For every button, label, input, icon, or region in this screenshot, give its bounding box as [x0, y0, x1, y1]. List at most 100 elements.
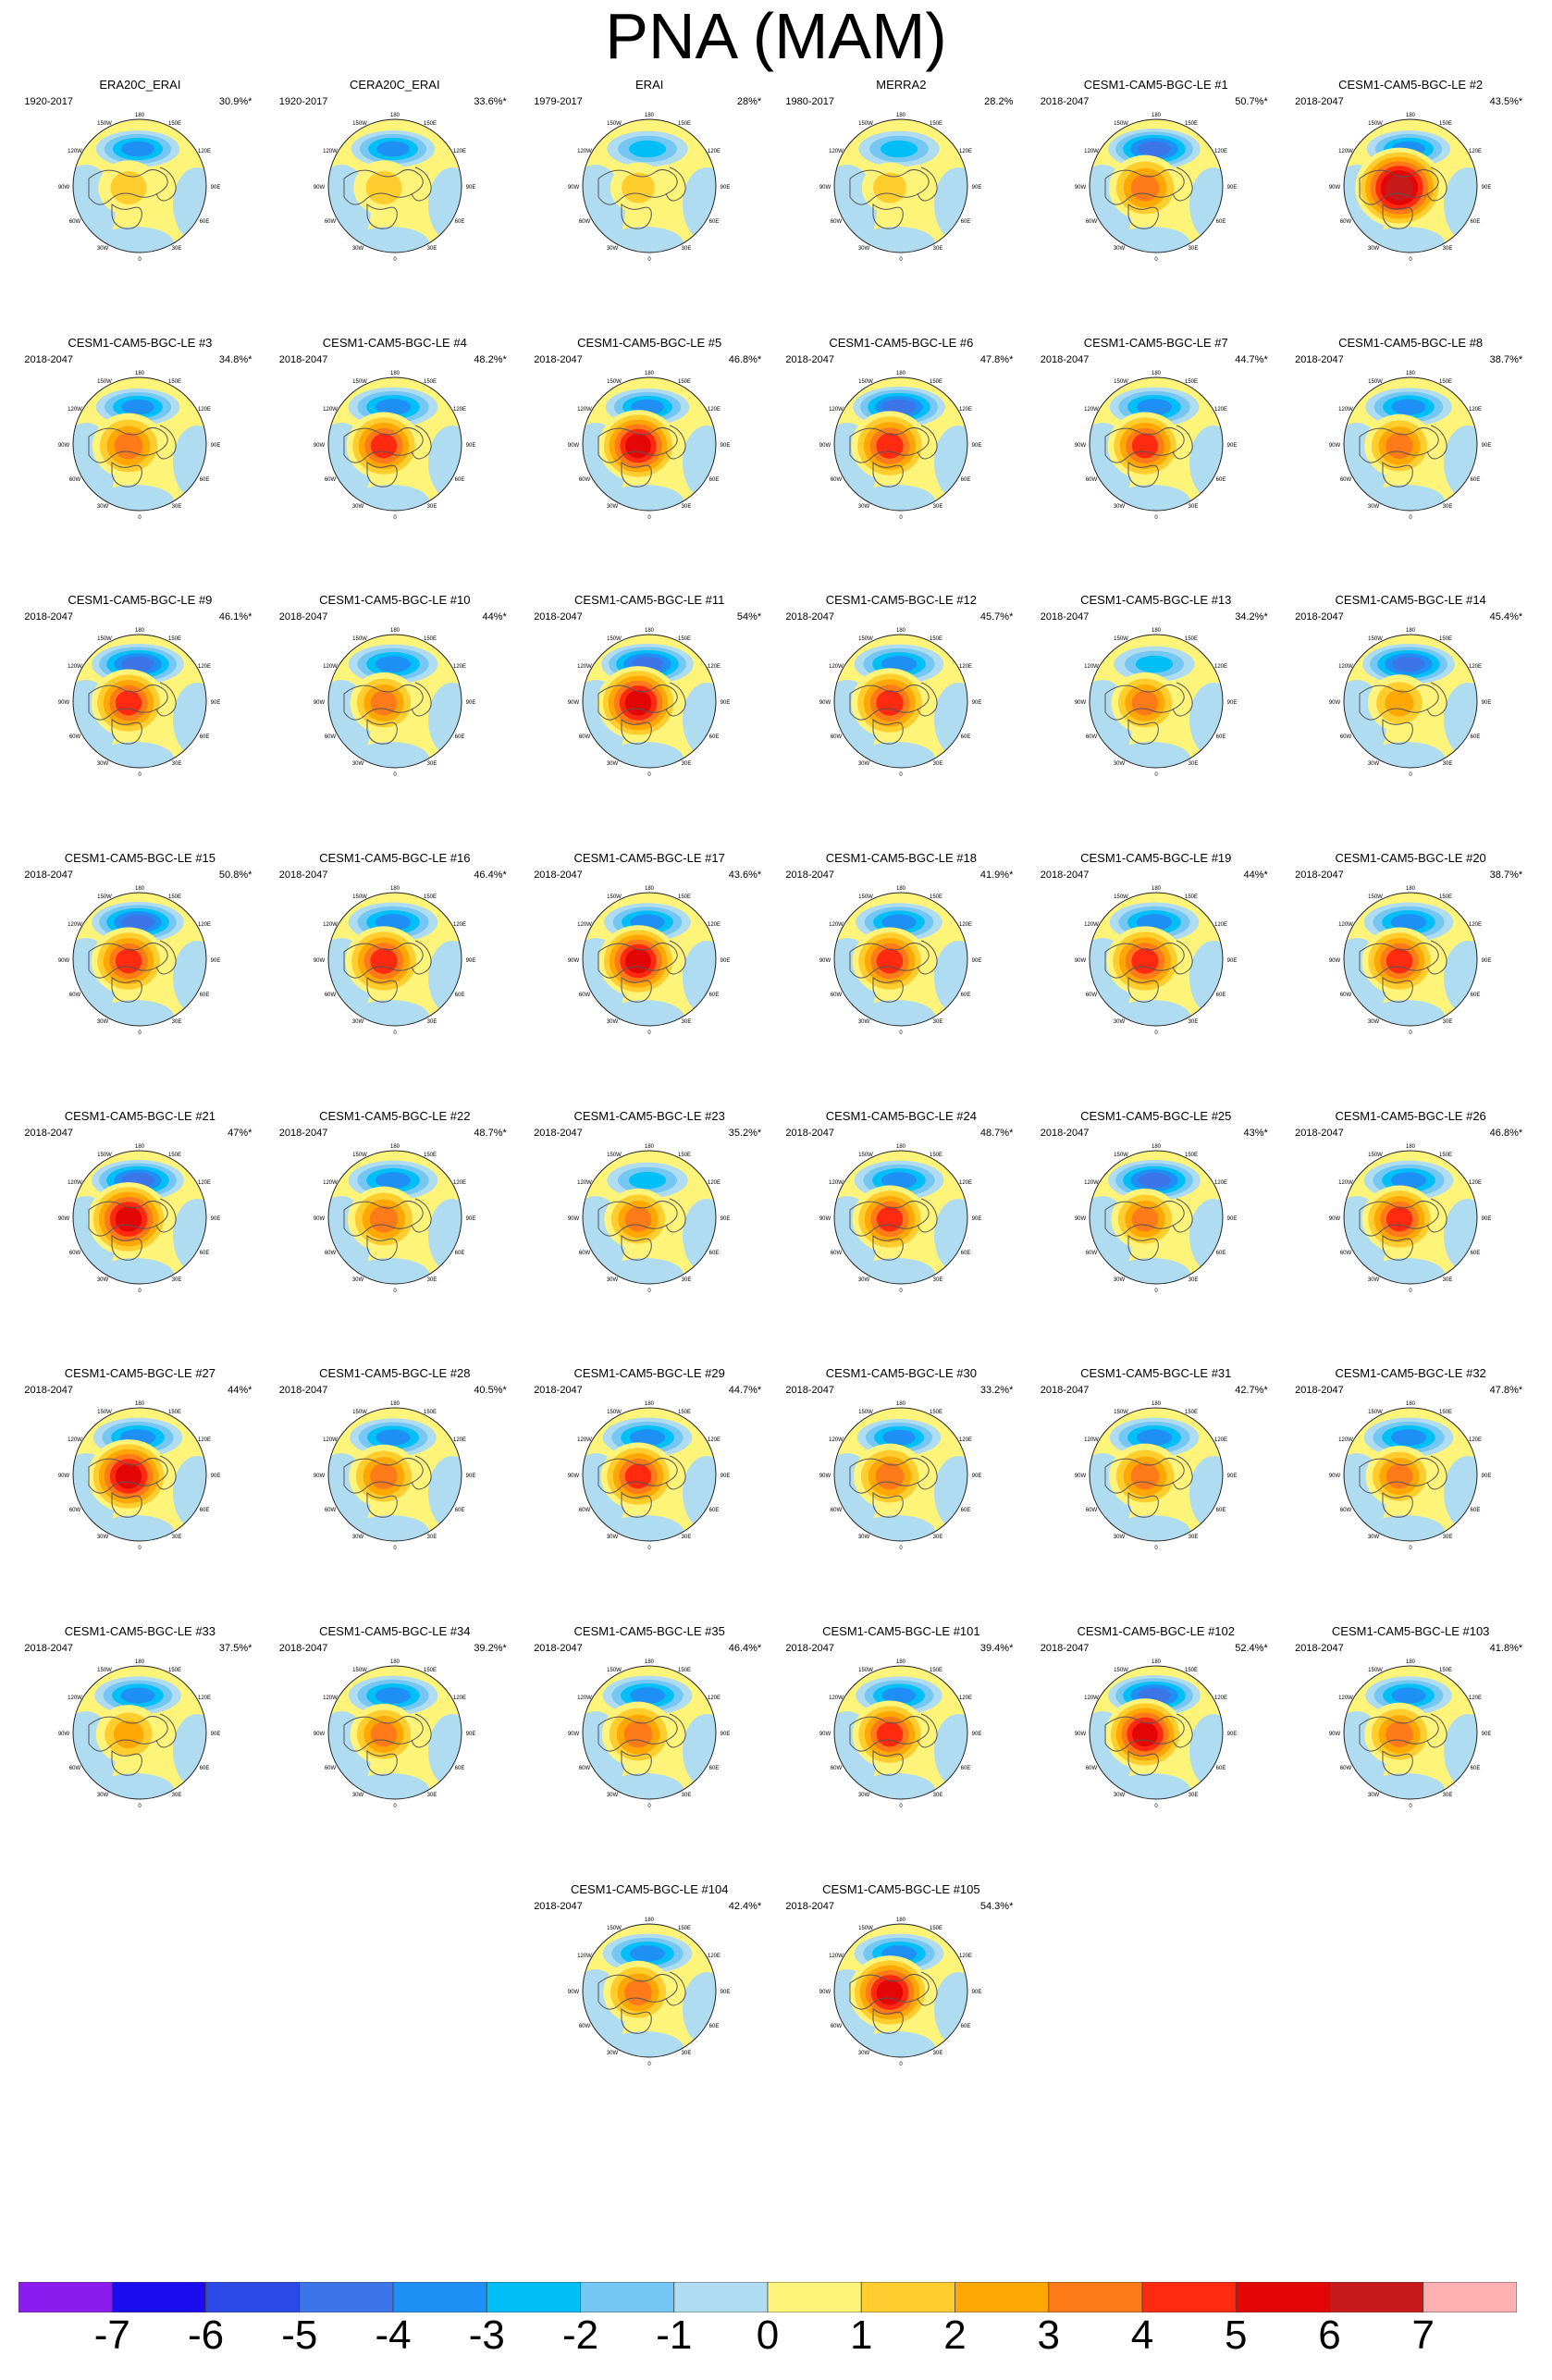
polar-map: 180 150W 150E 120W 120E 90W 90E 60W 60E 30W 30E 0	[314, 886, 476, 1036]
longitude-label: 90W	[819, 1732, 831, 1737]
longitude-label: 60W	[69, 734, 81, 740]
map-boundary	[1343, 376, 1478, 512]
panel-title: CESM1-CAM5-BGC-LE #21	[64, 1108, 216, 1123]
coastline	[1127, 1234, 1159, 1261]
coastline	[665, 1455, 686, 1490]
negative-anomaly-east	[683, 425, 717, 499]
longitude-label: 180	[896, 1401, 906, 1407]
negative-anomaly-east	[683, 941, 717, 1016]
longitude-label: 150E	[168, 636, 181, 642]
coastline	[597, 169, 678, 205]
longitude-label: 0	[139, 515, 142, 521]
panel-title: CESM1-CAM5-BGC-LE #8	[1338, 335, 1484, 350]
longitude-label: 90E	[1226, 443, 1237, 449]
panel-years: 2018-2047	[785, 1900, 834, 1912]
longitude-label: 120W	[1338, 149, 1353, 154]
coastline	[621, 461, 652, 487]
longitude-label: 0	[648, 1289, 652, 1294]
panel-years: 1920-2017	[278, 96, 328, 108]
longitude-label: 60W	[325, 1251, 337, 1256]
polar-map: 180 150W 150E 120W 120E 90W 90E 60W 60E 30W 30E 0	[819, 1401, 982, 1551]
map-panel: CESM1-CAM5-BGC-LE #105 2018-2047 54.3%* 180…	[780, 1882, 1022, 2144]
longitude-label: 120E	[1214, 407, 1227, 413]
longitude-label: 150E	[168, 894, 181, 900]
negative-anomaly-east	[427, 683, 462, 758]
map-boundary	[72, 634, 207, 769]
coastline	[343, 1458, 424, 1494]
negative-anomaly-east	[1444, 1456, 1478, 1531]
longitude-label: 60W	[325, 1766, 337, 1771]
coastline	[621, 976, 652, 1003]
panel-title: CESM1-CAM5-BGC-LE #3	[68, 335, 213, 350]
longitude-label: 90W	[1075, 1732, 1087, 1737]
longitude-label: 0	[900, 1289, 904, 1294]
longitude-label: 60E	[709, 1508, 720, 1513]
colorbar-segment	[299, 2282, 394, 2312]
longitude-label: 60E	[200, 734, 210, 740]
coastline	[665, 166, 686, 202]
coastline	[111, 976, 143, 1003]
map-panel: CESM1-CAM5-BGC-LE #14 2018-2047 45.4%* 180 1…	[1289, 594, 1532, 855]
map-boundary	[327, 1407, 462, 1542]
panel-percent: 43.5%*	[1489, 96, 1523, 108]
longitude-label: 0	[139, 772, 142, 778]
longitude-label: 150E	[424, 1410, 437, 1415]
coastline	[1359, 1715, 1439, 1752]
positive-anomaly-contour	[369, 1463, 398, 1490]
longitude-label: 30W	[1114, 1793, 1126, 1798]
coastline	[1172, 940, 1193, 975]
longitude-label: 60E	[961, 219, 971, 225]
positive-anomaly-contour	[1130, 174, 1160, 202]
panel-percent: 38.7%*	[1489, 353, 1523, 365]
negative-anomaly-south	[96, 484, 175, 511]
longitude-label: 180	[390, 1401, 400, 1407]
polar-map: 180 150W 150E 120W 120E 90W 90E 60W 60E 30W 30E 0	[314, 371, 476, 521]
coastline	[665, 1713, 686, 1748]
negative-anomaly-contour	[630, 1944, 666, 1962]
map-panel: CESM1-CAM5-BGC-LE #16 2018-2047 46.4%* 180 1…	[274, 852, 516, 1113]
longitude-label: 30E	[1188, 1019, 1198, 1025]
negative-anomaly-south	[1367, 742, 1446, 769]
coastline	[1359, 1200, 1439, 1237]
panel-percent: 45.4%*	[1489, 611, 1523, 623]
longitude-label: 90W	[819, 1474, 831, 1479]
colorbar-segment	[486, 2282, 581, 2312]
longitude-label: 150W	[98, 1668, 113, 1673]
longitude-label: 150E	[1185, 636, 1198, 642]
longitude-label: 90E	[721, 1732, 731, 1737]
longitude-label: 90W	[1075, 185, 1087, 191]
negative-anomaly-contour	[1391, 1687, 1426, 1704]
longitude-label: 60W	[831, 2024, 843, 2029]
longitude-label: 60W	[831, 1251, 843, 1256]
longitude-label: 60W	[831, 219, 843, 225]
longitude-label: 180	[1406, 1144, 1416, 1150]
map-panel: CESM1-CAM5-BGC-LE #12 2018-2047 45.7%* 180 1…	[780, 594, 1022, 855]
longitude-label: 120W	[577, 407, 592, 413]
panel-title: CESM1-CAM5-BGC-LE #26	[1335, 1108, 1486, 1123]
longitude-label: 30W	[607, 246, 619, 252]
longitude-label: 180	[1152, 113, 1162, 118]
panel-percent: 54%*	[736, 611, 762, 623]
longitude-label: 180	[1406, 1401, 1416, 1407]
coastline	[88, 943, 169, 979]
longitude-label: 30W	[1114, 1535, 1126, 1540]
polar-map: 180 150W 150E 120W 120E 90W 90E 60W 60E 30W 30E 0	[1329, 886, 1492, 1036]
longitude-label: 180	[896, 371, 906, 376]
longitude-label: 60W	[831, 477, 843, 483]
polar-map: 180 150W 150E 120W 120E 90W 90E 60W 60E 30W 30E 0	[1075, 113, 1238, 263]
polar-map: 180 150W 150E 120W 120E 90W 90E 60W 60E 30W 30E 0	[1329, 1401, 1492, 1551]
longitude-label: 120E	[453, 664, 466, 670]
coastline	[597, 1458, 678, 1494]
panel-years: 2018-2047	[278, 1385, 328, 1397]
negative-anomaly-east	[683, 167, 717, 242]
panel-years: 2018-2047	[24, 869, 73, 882]
panel-title: CESM1-CAM5-BGC-LE #10	[319, 593, 471, 608]
longitude-label: 150W	[352, 894, 367, 900]
polar-map: 180 150W 150E 120W 120E 90W 90E 60W 60E 30W 30E 0	[819, 113, 982, 263]
longitude-label: 60W	[1086, 993, 1098, 998]
panel-percent: 47.8%*	[1489, 1385, 1523, 1397]
longitude-label: 30E	[172, 1535, 182, 1540]
negative-anomaly-south	[1367, 1257, 1446, 1284]
coastline	[111, 1492, 143, 1519]
longitude-label: 30E	[1443, 1277, 1453, 1283]
